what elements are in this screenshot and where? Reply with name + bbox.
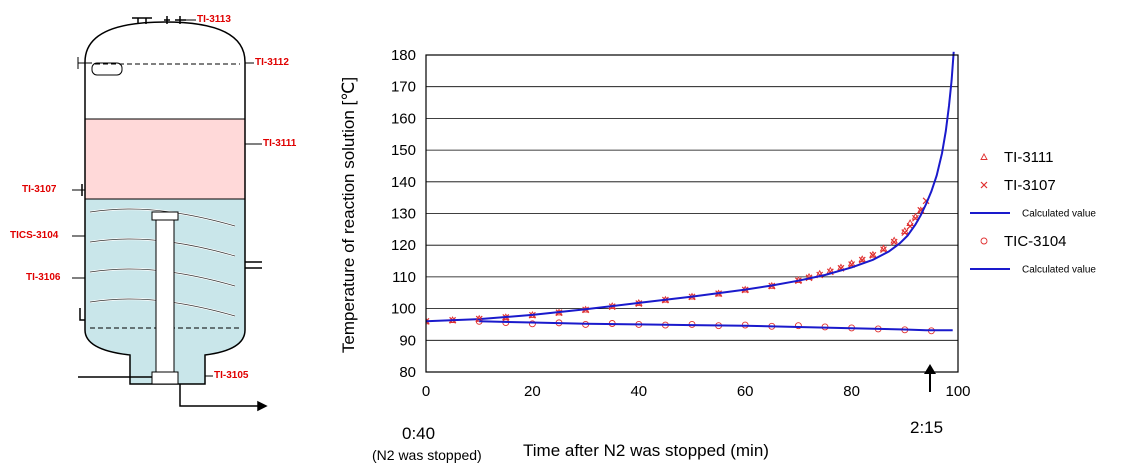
legend: TI-3111 TI-3107 Calculated value TIC-3104 Ca… bbox=[970, 149, 1096, 276]
shaft-head bbox=[151, 211, 179, 221]
legend-marker-icon-b bbox=[980, 181, 988, 189]
y-tick-label: 110 bbox=[392, 269, 416, 286]
axis-ticks: 80 90 100 110 120 130 140 150 160 170 180 0 20 40 60 80… bbox=[391, 47, 971, 400]
x-tick-label: 40 bbox=[630, 383, 647, 400]
tag-ti-3111: TI-3111 bbox=[263, 138, 297, 149]
data-point-b bbox=[890, 238, 898, 246]
vessel-outline bbox=[84, 21, 246, 385]
temperature-chart: 80 90 100 110 120 130 140 150 160 170 180 0 20 40 60 80… bbox=[339, 47, 1096, 400]
y-tick-label: 180 bbox=[391, 47, 416, 64]
legend-marker-icon bbox=[980, 153, 988, 160]
data-point bbox=[426, 317, 430, 325]
data-point-b bbox=[869, 251, 877, 259]
tag-ti-3112: TI-3112 bbox=[255, 57, 289, 68]
y-tick-label: 90 bbox=[399, 332, 416, 349]
y-tick-label: 80 bbox=[399, 364, 416, 381]
legend-item: TI-3107 bbox=[980, 177, 1056, 194]
tag-ti-3106: TI-3106 bbox=[26, 272, 61, 283]
data-point-b bbox=[858, 256, 866, 264]
data-point bbox=[794, 322, 802, 330]
data-point bbox=[528, 320, 536, 328]
series-4 bbox=[479, 320, 953, 332]
top-nozzles bbox=[132, 16, 186, 24]
agitator-shaft bbox=[155, 214, 175, 376]
y-tick-label: 130 bbox=[391, 206, 416, 223]
y-tick-label: 150 bbox=[391, 142, 416, 159]
y-tick-label: 100 bbox=[391, 301, 416, 318]
x-tick-label: 60 bbox=[737, 383, 754, 400]
tag-tics-3104: TICS-3104 bbox=[10, 230, 59, 241]
data-point-b bbox=[848, 261, 856, 268]
legend-label: TIC-3104 bbox=[1004, 233, 1067, 250]
calculated-line-4 bbox=[479, 320, 953, 332]
x-tick-label: 80 bbox=[843, 383, 860, 400]
calculated-line-2 bbox=[426, 51, 955, 323]
plot-frame bbox=[425, 54, 959, 373]
distributor-box bbox=[91, 62, 123, 76]
y-tick-label: 160 bbox=[391, 110, 416, 127]
middle-zone bbox=[85, 119, 245, 199]
legend-label: Calculated value bbox=[1022, 265, 1096, 276]
series-1 bbox=[426, 197, 930, 325]
data-point bbox=[901, 229, 909, 236]
legend-marker-icon bbox=[980, 181, 988, 189]
outlet-pipe bbox=[179, 384, 258, 407]
data-point bbox=[890, 238, 898, 246]
legend-label: Calculated value bbox=[1022, 209, 1096, 220]
data-point-b bbox=[906, 222, 914, 230]
tag-ti-3105: TI-3105 bbox=[214, 370, 249, 381]
x-axis-label: Time after N2 was stopped (min) bbox=[523, 441, 769, 460]
y-tick-label: 120 bbox=[391, 237, 416, 254]
x-tick-label: 20 bbox=[524, 383, 541, 400]
tag-ti-3113: TI-3113 bbox=[197, 14, 231, 25]
x-tick-label: 0 bbox=[422, 383, 430, 400]
reactor-diagram bbox=[72, 16, 268, 412]
data-point-b bbox=[912, 214, 919, 222]
legend-item: TIC-3104 bbox=[980, 233, 1067, 250]
series-layer bbox=[426, 51, 955, 335]
data-point-a bbox=[426, 320, 430, 325]
series-0 bbox=[426, 206, 925, 325]
up-arrow-icon bbox=[924, 364, 936, 392]
data-point-b bbox=[880, 246, 887, 254]
y-axis-label: Temperature of reaction solution [℃] bbox=[339, 77, 358, 353]
data-point bbox=[880, 246, 887, 254]
data-point bbox=[869, 251, 877, 259]
y-tick-label: 170 bbox=[391, 79, 416, 96]
legend-label: TI-3107 bbox=[1004, 177, 1056, 194]
end-time-label: 2:15 bbox=[910, 418, 944, 437]
x-tick-label: 100 bbox=[945, 383, 970, 400]
legend-item: Calculated value bbox=[970, 265, 1096, 276]
series-2 bbox=[426, 51, 955, 323]
legend-marker-icon bbox=[980, 237, 988, 245]
data-point-b bbox=[426, 317, 430, 323]
tag-ti-3107: TI-3107 bbox=[22, 184, 57, 195]
data-point-b bbox=[901, 229, 909, 236]
data-point-b bbox=[917, 206, 925, 214]
bottom-pump bbox=[151, 371, 179, 385]
start-time-label: 0:40 bbox=[402, 424, 436, 443]
legend-item: TI-3111 bbox=[980, 149, 1053, 166]
start-note-label: (N2 was stopped) bbox=[372, 447, 482, 463]
legend-label: TI-3111 bbox=[1004, 149, 1053, 166]
y-tick-label: 140 bbox=[391, 174, 416, 191]
legend-item: Calculated value bbox=[970, 209, 1096, 220]
